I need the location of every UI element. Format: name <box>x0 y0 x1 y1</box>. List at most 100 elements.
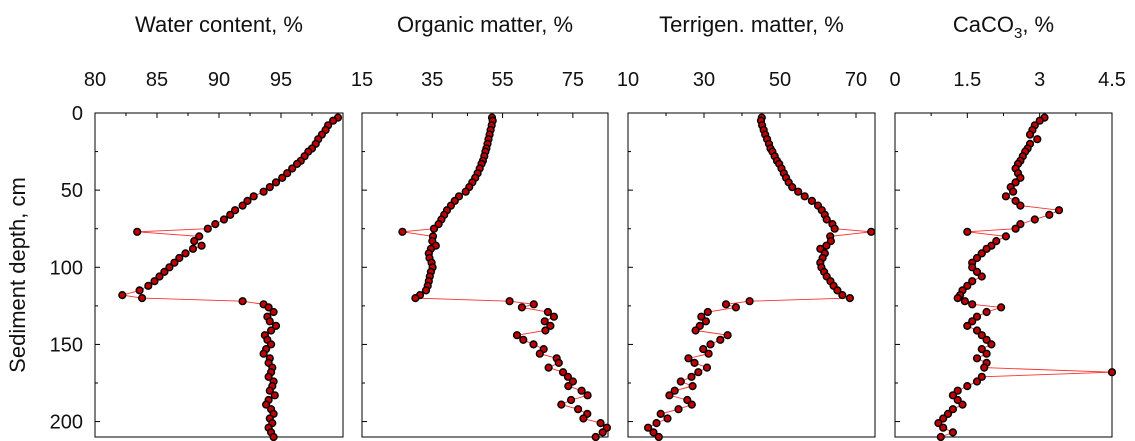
data-point <box>687 400 696 409</box>
data-point <box>1016 173 1025 182</box>
data-point <box>963 227 972 236</box>
x-tick-label: 10 <box>617 69 639 91</box>
plot-frame <box>94 112 344 438</box>
data-point <box>674 405 683 414</box>
data-point <box>262 400 271 409</box>
y-axis-label: Sediment depth, cm <box>5 177 30 373</box>
data-point <box>699 345 708 354</box>
data-point <box>203 224 212 233</box>
data-point <box>745 297 754 306</box>
data-point <box>1001 232 1011 241</box>
data-point <box>271 321 281 331</box>
data-point <box>568 377 578 386</box>
data-point <box>461 187 470 196</box>
x-tick-label: 3 <box>1034 69 1045 91</box>
data-point <box>219 215 229 224</box>
data-point <box>822 241 831 250</box>
x-tick-label: 15 <box>351 69 373 91</box>
y-tick-label: 100 <box>50 257 83 279</box>
data-point <box>535 349 544 358</box>
data-point <box>948 428 958 437</box>
data-point <box>238 297 247 306</box>
x-tick-label: 0 <box>889 69 900 91</box>
data-point <box>288 164 297 173</box>
data-point <box>968 263 977 272</box>
plot-frame <box>627 112 876 438</box>
data-point <box>704 349 713 358</box>
data-point <box>170 258 179 267</box>
data-point <box>939 423 948 432</box>
data-point <box>703 307 712 317</box>
data-point <box>968 317 977 326</box>
data-point <box>1011 224 1020 233</box>
data-point <box>670 386 679 395</box>
data-point <box>982 335 991 344</box>
series-line <box>647 117 872 438</box>
data-point <box>963 281 972 290</box>
data-point <box>968 300 977 309</box>
data-point <box>264 303 273 312</box>
data-point <box>731 303 741 312</box>
data-point <box>133 227 142 236</box>
data-point <box>238 201 247 210</box>
data-point <box>656 409 665 419</box>
x-tick-label: 50 <box>769 69 791 91</box>
data-point <box>271 178 281 187</box>
data-point <box>972 267 982 277</box>
data-point <box>591 432 600 441</box>
x-tick-label: 75 <box>562 69 584 91</box>
data-point <box>269 432 278 441</box>
data-point <box>270 391 279 400</box>
data-point <box>249 192 258 201</box>
data-point <box>794 187 803 196</box>
data-point <box>665 391 674 400</box>
data-point <box>943 409 953 419</box>
data-point <box>517 303 527 312</box>
data-point <box>283 169 292 178</box>
panel-title: Terrigen. matter, % <box>659 12 844 37</box>
data-point <box>830 224 839 233</box>
data-point <box>694 368 703 377</box>
data-point <box>939 414 948 423</box>
data-point <box>583 391 592 400</box>
data-point <box>953 294 962 303</box>
data-point <box>982 244 991 253</box>
data-point <box>546 321 555 331</box>
data-point <box>265 183 274 192</box>
data-point <box>960 297 970 306</box>
panel-title: CaCO3, % <box>953 12 1054 42</box>
data-point <box>434 220 443 229</box>
x-tick-label: 4.5 <box>1098 69 1126 91</box>
data-point <box>598 428 607 437</box>
x-tick-label: 55 <box>491 69 513 91</box>
data-point <box>972 377 982 386</box>
data-point <box>411 294 420 303</box>
data-point <box>265 317 274 326</box>
y-tick-label: 50 <box>61 180 83 202</box>
data-point <box>549 312 559 321</box>
data-point <box>118 291 127 300</box>
data-point <box>822 215 831 224</box>
data-point <box>1011 178 1020 187</box>
data-point <box>996 303 1006 312</box>
data-point <box>676 377 685 386</box>
y-tick-label: 200 <box>50 412 83 434</box>
data-point <box>529 300 538 309</box>
x-tick-label: 85 <box>146 69 168 91</box>
panel-1: Water content, % 80 85 90 95 0 50 100 150 200 <box>50 12 344 441</box>
data-point <box>512 331 522 340</box>
data-point <box>519 335 528 344</box>
data-point <box>211 220 220 229</box>
data-point <box>963 321 972 331</box>
data-point <box>721 300 731 309</box>
data-point <box>1008 187 1018 196</box>
data-point <box>788 183 797 192</box>
x-tick-label: 70 <box>845 69 867 91</box>
data-point <box>1016 220 1025 229</box>
data-point <box>543 307 553 317</box>
panel-title: Organic matter, % <box>397 12 573 37</box>
data-point <box>807 196 817 206</box>
data-point <box>150 277 159 286</box>
data-point <box>278 173 287 182</box>
